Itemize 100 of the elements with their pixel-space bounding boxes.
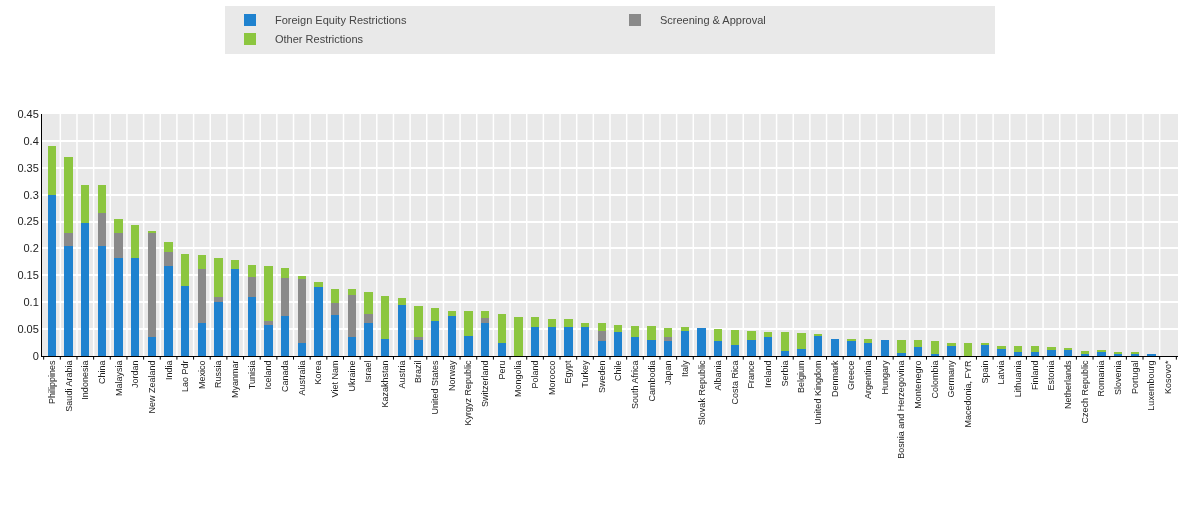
x-tick-label: Denmark (829, 360, 840, 398)
x-tick-label: Brazil (413, 360, 424, 384)
bar (131, 224, 140, 259)
bar (1047, 347, 1056, 350)
bar (864, 342, 873, 356)
x-tick-label: United Kingdom (813, 360, 824, 425)
bar (297, 342, 307, 356)
bar (47, 194, 57, 356)
bar (730, 329, 740, 345)
bar (764, 336, 773, 356)
y-tick-label: 0.45 (17, 107, 39, 120)
x-tick-label: Mongolia (513, 360, 524, 398)
bar (697, 328, 706, 356)
bar (480, 317, 490, 323)
x-tick-label: Indonesia (80, 360, 91, 400)
bar (281, 268, 290, 279)
bar (97, 245, 107, 356)
bar (514, 317, 523, 356)
x-tick-label: Austria (396, 360, 407, 389)
bar (114, 258, 123, 356)
x-tick-label: Korea (313, 360, 324, 385)
bar (81, 184, 90, 223)
y-tick-label: 0.15 (17, 269, 39, 282)
y-tick-label: 0.2 (23, 242, 39, 255)
x-tick-label: Viet Nam (330, 360, 341, 398)
x-tick-label: Jordan (130, 360, 141, 389)
bar (64, 233, 73, 246)
bar (397, 298, 406, 305)
x-tick-label: Macedonia, FYR (963, 360, 974, 428)
bar (564, 319, 573, 327)
bar (897, 340, 906, 353)
x-tick-label: Peru (496, 360, 507, 380)
x-tick-label: Italy (679, 360, 690, 378)
bar (497, 313, 506, 343)
bar (214, 302, 223, 356)
x-tick-label: Switzerland (479, 360, 490, 408)
legend-label: Screening & Approval (660, 14, 766, 27)
bar (764, 331, 773, 337)
bar (714, 341, 723, 356)
x-tick-label: Estonia (1046, 360, 1057, 391)
bar (597, 341, 606, 356)
bar (580, 326, 590, 356)
bar (630, 325, 640, 337)
bar (147, 233, 157, 338)
bar (164, 241, 173, 253)
bar (397, 304, 406, 356)
x-tick-label: Iceland (263, 360, 274, 390)
bar (597, 331, 606, 342)
bar (197, 254, 207, 269)
bar (597, 323, 606, 332)
bar (347, 289, 356, 296)
x-tick-label: Turkey (579, 360, 590, 388)
bar (647, 339, 656, 356)
bar (1147, 353, 1156, 356)
bar (281, 278, 290, 316)
x-tick-label: United States (430, 360, 441, 415)
bar (780, 331, 790, 352)
x-tick-label: Spain (979, 360, 990, 384)
x-tick-label: Lao Pdr (180, 360, 191, 393)
bar (930, 341, 939, 355)
x-tick-label: Kyrgyz Republic (463, 360, 474, 426)
x-tick-label: Malaysia (113, 360, 124, 397)
bar (164, 266, 173, 356)
bar (797, 333, 806, 350)
bar (530, 317, 540, 327)
bar (664, 341, 673, 356)
bar (630, 336, 640, 356)
y-tick-label: 0.25 (17, 215, 39, 228)
x-tick-label: Myanmar (230, 360, 241, 399)
bar (414, 305, 423, 338)
bar (1097, 351, 1106, 356)
bar (963, 343, 973, 356)
y-tick-label: 0 (32, 349, 39, 362)
x-tick-label: New Zealand (146, 360, 157, 414)
bar (497, 342, 506, 356)
x-tick-label: Belgium (796, 360, 807, 394)
bar (64, 245, 73, 356)
x-tick-label: Albania (713, 360, 724, 391)
bar (747, 339, 756, 356)
bar (231, 268, 240, 356)
x-tick-label: China (96, 360, 107, 385)
bar (197, 268, 207, 323)
bar (247, 296, 257, 356)
bar (830, 338, 840, 356)
bar (181, 286, 190, 356)
bar (897, 352, 906, 356)
bar (464, 335, 473, 356)
bar (530, 326, 540, 356)
bar (730, 344, 740, 356)
y-tick-label: 0.05 (17, 322, 39, 335)
bar (414, 339, 423, 356)
bar (380, 339, 390, 356)
bar (231, 260, 240, 269)
bar (464, 310, 473, 336)
x-tick-label: Japan (663, 360, 674, 386)
bar (814, 335, 823, 356)
x-tick-label: Morocco (546, 360, 557, 396)
x-tick-label: Israel (363, 360, 374, 383)
bar (547, 326, 556, 356)
bar (247, 276, 257, 297)
